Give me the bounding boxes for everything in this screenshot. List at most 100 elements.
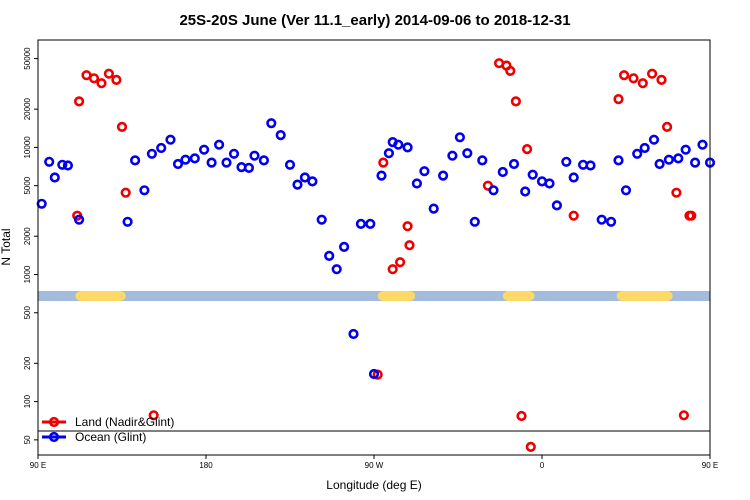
land-point xyxy=(637,78,648,89)
land-point xyxy=(613,93,624,105)
ocean-point xyxy=(122,216,133,227)
ocean-point xyxy=(680,144,691,155)
ocean-point xyxy=(520,186,531,197)
ocean-point xyxy=(462,148,473,159)
ocean-band xyxy=(38,291,710,301)
y-tick-label: 200 xyxy=(23,356,32,370)
ocean-point xyxy=(368,368,380,380)
y-tick-label: 1000 xyxy=(23,265,32,283)
ocean-point xyxy=(156,142,167,154)
y-axis-label: N Total xyxy=(0,228,13,265)
ocean-point xyxy=(561,156,572,167)
land-point xyxy=(510,96,522,107)
ocean-point xyxy=(284,159,296,170)
legend-ocean-label: Ocean (Glint) xyxy=(75,430,146,444)
legend-ocean-marker xyxy=(48,431,60,443)
x-axis-ticks: 90 E 180 90 W 0 90 E xyxy=(30,455,718,470)
ocean-point xyxy=(673,153,684,164)
ocean-point xyxy=(527,169,538,180)
ocean-point xyxy=(376,170,387,181)
ocean-point xyxy=(258,155,270,166)
y-tick-label: 50 xyxy=(23,435,32,444)
land-point xyxy=(395,257,406,268)
ocean-point xyxy=(355,218,367,229)
legend-land-marker xyxy=(48,416,60,428)
ocean-point xyxy=(44,156,55,167)
ocean-point xyxy=(299,172,311,183)
ocean-point xyxy=(57,159,68,170)
ocean-point xyxy=(411,178,423,189)
land-point xyxy=(686,210,697,221)
y-tick-label: 10000 xyxy=(23,136,32,159)
land-point xyxy=(116,121,128,132)
land-point xyxy=(525,441,536,453)
land-point xyxy=(111,74,122,85)
land-point xyxy=(656,74,667,85)
ocean-point xyxy=(130,155,141,166)
land-point xyxy=(103,68,114,79)
ocean-point xyxy=(620,185,632,196)
ocean-point xyxy=(324,250,335,261)
y-tick-label: 50000 xyxy=(23,47,32,70)
land-point xyxy=(678,410,690,421)
land-band-segment xyxy=(616,291,673,301)
land-point xyxy=(568,210,579,221)
ocean-point xyxy=(654,158,665,170)
land-band-segment xyxy=(75,291,126,301)
ocean-point xyxy=(365,218,376,229)
ocean-point xyxy=(339,241,350,252)
ocean-point xyxy=(428,203,439,214)
ocean-point xyxy=(551,200,563,211)
y-tick-label: 100 xyxy=(23,394,32,408)
ocean-point xyxy=(62,160,73,171)
ocean-point xyxy=(180,154,191,165)
surface-type-band xyxy=(38,291,710,301)
ocean-point xyxy=(348,328,359,340)
ocean-point xyxy=(393,139,404,150)
ocean-point xyxy=(146,148,157,159)
ocean-point xyxy=(243,162,254,173)
land-point xyxy=(618,70,630,81)
ocean-point xyxy=(214,139,225,150)
y-axis-ticks: 50 100 200 500 1000 2000 5000 10000 20000 50000 xyxy=(23,47,38,444)
ocean-point xyxy=(73,214,85,225)
ocean-point xyxy=(639,142,650,154)
land-point xyxy=(148,410,159,421)
land-point xyxy=(628,73,639,84)
ocean-point xyxy=(165,134,176,145)
ocean-point xyxy=(497,166,508,178)
ocean-point xyxy=(632,148,643,159)
plot-frame xyxy=(37,39,711,456)
land-point xyxy=(73,96,85,107)
legend: Land (Nadir&Glint) Ocean (Glint) xyxy=(38,415,710,444)
ocean-point xyxy=(275,130,286,141)
ocean-point xyxy=(402,142,413,153)
land-point xyxy=(521,144,533,155)
ocean-point xyxy=(689,157,701,168)
ocean-point xyxy=(199,144,210,155)
ocean-point xyxy=(488,185,499,196)
ocean-point xyxy=(477,155,488,166)
ocean-point xyxy=(568,172,579,183)
land-point xyxy=(402,221,413,232)
land-point xyxy=(96,78,107,89)
ocean-point xyxy=(36,198,47,209)
x-tick-label: 90 E xyxy=(30,461,46,470)
land-point xyxy=(378,157,389,168)
ocean-point xyxy=(266,118,277,129)
land-band-segment xyxy=(502,291,535,301)
ocean-point xyxy=(307,176,318,187)
x-tick-label: 0 xyxy=(540,461,545,470)
y-tick-label: 5000 xyxy=(23,176,32,194)
ocean-point xyxy=(469,216,480,227)
ocean-point xyxy=(648,134,660,145)
chart-title: 25S-20S June (Ver 11.1_early) 2014-09-06… xyxy=(179,12,570,29)
ocean-point xyxy=(49,172,60,183)
x-tick-label: 180 xyxy=(199,461,213,470)
ocean-point xyxy=(221,157,232,168)
ocean-point xyxy=(585,160,596,171)
data-points xyxy=(36,58,716,453)
legend-land-label: Land (Nadir&Glint) xyxy=(75,415,174,429)
ocean-point xyxy=(206,157,217,168)
